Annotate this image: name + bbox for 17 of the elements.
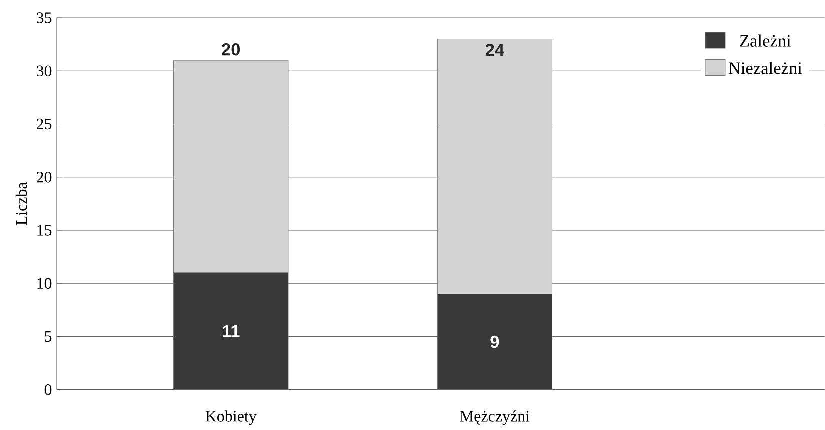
y-tick-label: 10 (38, 278, 52, 290)
data-label: 20 (222, 44, 240, 56)
y-tick-label: 35 (37, 12, 52, 24)
y-tick-label: 30 (37, 66, 52, 77)
y-axis-title: Liczba (16, 182, 28, 226)
y-tick-label: 25 (36, 119, 52, 130)
y-tick-label: 20 (36, 172, 52, 183)
x-tick-label: Mężczyźni (460, 410, 530, 426)
data-label: 24 (486, 44, 504, 56)
y-tick-label: 15 (38, 225, 52, 236)
data-label: 11 (223, 326, 240, 338)
y-tick-label: 5 (45, 332, 52, 342)
legend-label: Niezależni (728, 62, 802, 74)
data-label: 9 (490, 336, 500, 348)
x-tick-label: Kobiety (206, 410, 257, 426)
legend-label: Zależni (740, 34, 792, 48)
y-tick-label: 0 (44, 384, 52, 396)
